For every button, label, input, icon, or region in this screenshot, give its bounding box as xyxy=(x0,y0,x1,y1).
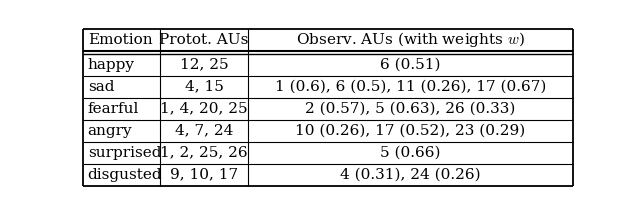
Text: fearful: fearful xyxy=(88,102,139,116)
Text: 4 (0.31), 24 (0.26): 4 (0.31), 24 (0.26) xyxy=(340,168,481,182)
Text: 5 (0.66): 5 (0.66) xyxy=(380,146,440,160)
Text: Emotion: Emotion xyxy=(88,33,152,47)
Text: 10 (0.26), 17 (0.52), 23 (0.29): 10 (0.26), 17 (0.52), 23 (0.29) xyxy=(295,124,525,138)
Text: 1 (0.6), 6 (0.5), 11 (0.26), 17 (0.67): 1 (0.6), 6 (0.5), 11 (0.26), 17 (0.67) xyxy=(275,80,546,94)
Text: Observ. AUs (with weights $w$): Observ. AUs (with weights $w$) xyxy=(296,30,525,49)
Text: 6 (0.51): 6 (0.51) xyxy=(380,58,440,72)
Text: angry: angry xyxy=(88,124,132,138)
Text: 9, 10, 17: 9, 10, 17 xyxy=(170,168,238,182)
Text: happy: happy xyxy=(88,58,135,72)
Text: 12, 25: 12, 25 xyxy=(180,58,228,72)
Text: disgusted: disgusted xyxy=(88,168,163,182)
Text: 2 (0.57), 5 (0.63), 26 (0.33): 2 (0.57), 5 (0.63), 26 (0.33) xyxy=(305,102,515,116)
Text: Protot. AUs: Protot. AUs xyxy=(159,33,249,47)
Text: sad: sad xyxy=(88,80,115,94)
Text: 1, 4, 20, 25: 1, 4, 20, 25 xyxy=(160,102,248,116)
Text: surprised: surprised xyxy=(88,146,161,160)
Text: 4, 7, 24: 4, 7, 24 xyxy=(175,124,233,138)
Text: 1, 2, 25, 26: 1, 2, 25, 26 xyxy=(160,146,248,160)
Text: 4, 15: 4, 15 xyxy=(185,80,223,94)
